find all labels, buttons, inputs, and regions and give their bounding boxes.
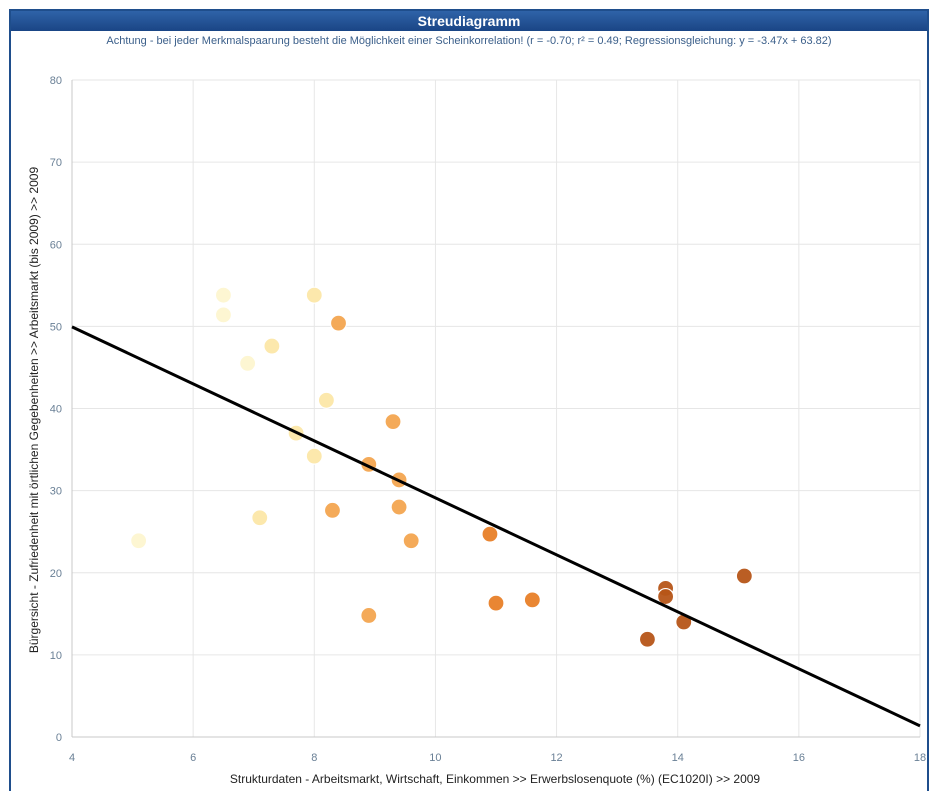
grid-lines	[71, 79, 921, 738]
x-tick-label: 16	[793, 752, 805, 764]
data-point	[523, 591, 541, 609]
chart-title-bar: Streudiagramm	[11, 11, 927, 31]
data-point	[214, 306, 233, 324]
chart-panel: Streudiagramm Achtung - bei jeder Merkma…	[9, 9, 929, 791]
data-point	[305, 447, 323, 465]
y-tick-label: 50	[50, 321, 62, 333]
data-point	[735, 567, 753, 585]
axis-ticks: 0 10 20 30 40 50 60 70 80 4 6 8 10 12 14 16 18	[50, 75, 926, 764]
data-point	[317, 391, 335, 409]
data-point	[402, 532, 420, 550]
data-point	[481, 525, 499, 543]
data-point	[360, 606, 378, 625]
y-axis-title: Bürgersicht - Zufriedenheit mit örtliche…	[27, 167, 41, 654]
x-tick-label: 6	[190, 752, 196, 764]
data-point	[251, 509, 269, 527]
y-tick-label: 80	[50, 75, 62, 87]
data-point	[384, 413, 402, 431]
data-point	[329, 314, 348, 332]
x-axis-title: Strukturdaten - Arbeitsmarkt, Wirtschaft…	[230, 772, 761, 786]
regression-line	[71, 325, 921, 728]
y-tick-label: 40	[50, 404, 62, 416]
regression-line-group	[71, 325, 921, 728]
y-tick-label: 20	[50, 568, 62, 580]
y-tick-label: 0	[56, 732, 62, 744]
y-tick-label: 60	[50, 239, 62, 251]
data-point	[263, 337, 281, 355]
x-tick-label: 12	[550, 752, 562, 764]
data-point	[305, 286, 323, 304]
x-tick-label: 4	[69, 752, 75, 764]
y-tick-label: 70	[50, 157, 62, 169]
data-point	[390, 498, 408, 516]
x-tick-label: 8	[311, 752, 317, 764]
data-point	[487, 594, 505, 612]
data-points	[130, 286, 753, 648]
y-tick-label: 30	[50, 486, 62, 498]
data-point	[130, 532, 148, 550]
data-point	[638, 630, 657, 648]
correlation-note: Achtung - bei jeder Merkmalspaarung best…	[106, 35, 832, 47]
data-point	[239, 354, 257, 372]
x-tick-label: 14	[672, 752, 684, 764]
y-tick-label: 10	[50, 650, 62, 662]
data-point	[323, 501, 342, 519]
x-tick-label: 10	[429, 752, 441, 764]
data-point	[214, 286, 233, 304]
x-tick-label: 18	[914, 752, 926, 764]
